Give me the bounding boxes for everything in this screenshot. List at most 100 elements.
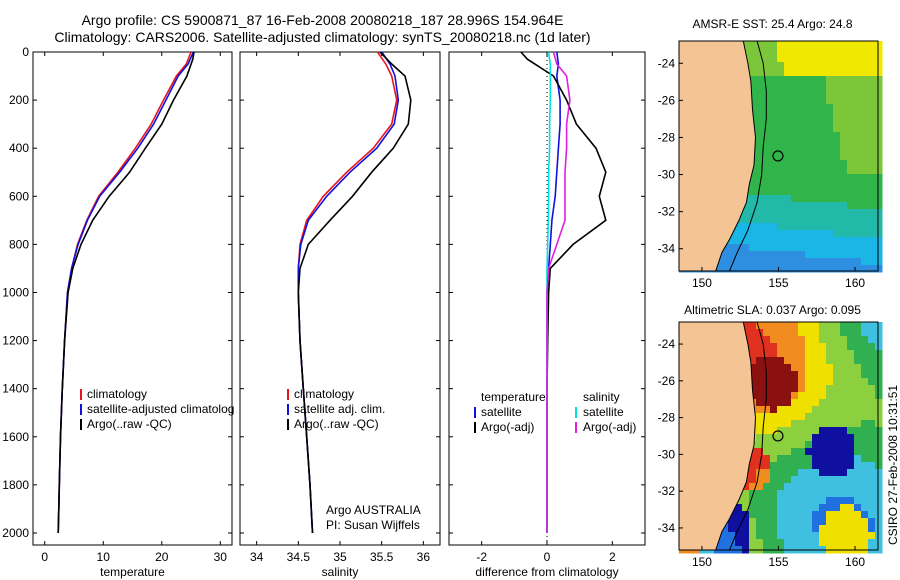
map-cell [770,223,778,231]
map-cell [833,209,841,217]
map-cell [777,518,785,526]
map-cell [805,216,813,224]
map-cell [805,371,813,379]
map-cell [791,223,799,231]
map-cell [728,518,736,526]
y-tick-label: -32 [658,484,676,498]
map-cell [868,441,876,449]
map-cell [812,97,820,105]
map-cell [847,476,855,484]
map-cell [840,490,848,498]
map-cell [854,385,862,393]
map-cell [826,420,834,428]
map-cell [791,139,799,147]
map-cell [833,230,841,238]
map-cell [791,490,799,498]
map-cell [812,55,820,63]
map-cell [833,69,841,77]
map-cell [861,258,869,266]
map-cell [749,336,757,344]
map-cell [819,329,827,337]
map-cell [798,497,806,505]
map-cell [819,153,827,161]
map-cell [861,160,869,168]
map-cell [812,441,820,449]
map-cell [784,441,792,449]
profile-panel-1: 0 200 400 600 800 1000 1200 1400 1600 1800 2000 0 10… [2,45,234,579]
map-cell [798,378,806,386]
map-cell [749,76,757,84]
map-cell [756,532,764,540]
map-cell [749,455,757,463]
map-cell [847,497,855,505]
map-cell [791,69,799,77]
map-cell [784,62,792,70]
y-tick-label: -30 [658,447,676,461]
map-cell [770,504,778,512]
map-cell [749,90,757,98]
x-tick-label: 2 [609,550,616,564]
map-cell [826,181,834,189]
map-cell [840,378,848,386]
map-cell [798,371,806,379]
map-cell [784,97,792,105]
map-cell [875,350,883,358]
map-cell [826,97,834,105]
map-cell [819,336,827,344]
map-cell [784,490,792,498]
map-cell [798,469,806,477]
map-cell [875,385,883,393]
map-cell [763,202,771,210]
map-cell [826,48,834,56]
map-cell [791,48,799,56]
map-cell [875,336,883,344]
map-cell [798,104,806,112]
map-cell [854,139,862,147]
map-cell [868,195,876,203]
map-cell [819,371,827,379]
map-cell [784,76,792,84]
map-cell [826,188,834,196]
map-cell [819,69,827,77]
map-cell [875,469,883,477]
map-cell [868,476,876,484]
map-cell [819,441,827,449]
map-cell [756,83,764,91]
map-cell [854,244,862,252]
map-cell [840,350,848,358]
map-cell [854,76,862,84]
map-cell [826,448,834,456]
map-cell [868,258,876,266]
map-cell [847,392,855,400]
map-cell [798,181,806,189]
map-cell [749,55,757,63]
map-cell [777,139,785,147]
map-cell [875,104,883,112]
map-cell [833,392,841,400]
map-cell [735,539,743,547]
map-cell [812,76,820,84]
map-cell [854,223,862,231]
map-cell [805,146,813,154]
map-cell [847,378,855,386]
map-cell [777,504,785,512]
map-cell [749,476,757,484]
map-cell [861,230,869,238]
map-cell [826,434,834,442]
map-cell [798,385,806,393]
map-cell [875,455,883,463]
map-cell [833,455,841,463]
map-cell [791,195,799,203]
map-cell [756,202,764,210]
map-cell [875,441,883,449]
map-cell [854,462,862,470]
depth-contour [729,321,767,551]
map-cell [805,153,813,161]
map-cell [756,90,764,98]
map-cell [868,76,876,84]
map-cell [854,406,862,414]
x-axis-label: salinity [322,565,359,579]
map-cell [840,160,848,168]
map-cell [756,483,764,491]
map-cell [847,160,855,168]
